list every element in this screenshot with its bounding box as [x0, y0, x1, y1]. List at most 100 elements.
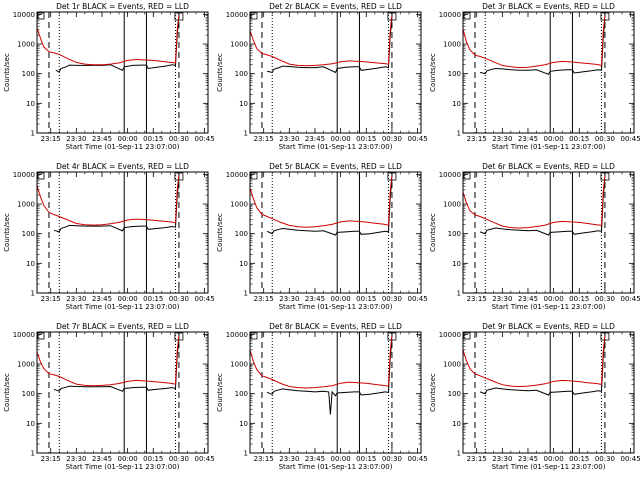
series-line-lld	[36, 174, 180, 226]
x-tick-label: 23:15	[41, 295, 61, 303]
x-tick-label: 00:00	[118, 455, 138, 463]
y-tick-label: 10	[239, 420, 248, 428]
x-tick-label: 00:00	[544, 455, 564, 463]
x-tick-label: 00:15	[569, 455, 589, 463]
x-tick-label: 23:15	[467, 455, 487, 463]
series-line-events	[479, 18, 606, 75]
x-axis-label: Start Time (01-Sep-11 23:07:00)	[279, 463, 393, 471]
series-line-events	[479, 178, 606, 236]
x-axis-label: Start Time (01-Sep-11 23:07:00)	[279, 303, 393, 311]
x-tick-label: 00:45	[194, 295, 214, 303]
chart-panel-8: Det 8r BLACK = Events, RED = LLD 1 10 100 10…	[216, 322, 428, 471]
y-tick-label: 1	[244, 290, 248, 298]
x-tick-label: 00:00	[118, 135, 138, 143]
x-tick-label: 23:45	[92, 295, 112, 303]
y-tick-label: 1000	[230, 41, 248, 49]
corner-marker	[250, 172, 258, 180]
x-tick-label: 00:45	[620, 295, 640, 303]
corner-marker	[37, 12, 45, 20]
chart-title: Det 7r BLACK = Events, RED = LLD	[56, 322, 189, 331]
x-tick-label: 00:00	[331, 295, 351, 303]
y-tick-label: 10	[26, 100, 35, 108]
y-tick-label: 100	[22, 390, 35, 398]
y-tick-label: 10000	[439, 171, 461, 179]
x-tick-label: 00:30	[169, 455, 189, 463]
x-tick-label: 23:45	[305, 455, 325, 463]
x-axis-label: Start Time (01-Sep-11 23:07:00)	[492, 463, 606, 471]
x-tick-label: 23:45	[92, 135, 112, 143]
y-tick-label: 1	[244, 130, 248, 138]
series-line-lld	[462, 15, 606, 69]
series-line-lld	[249, 335, 393, 389]
x-tick-label: 00:30	[382, 295, 402, 303]
x-tick-label: 23:15	[254, 295, 274, 303]
x-tick-label: 23:30	[492, 295, 512, 303]
y-tick-label: 1000	[443, 201, 461, 209]
x-tick-label: 23:15	[467, 135, 487, 143]
series-line-events	[55, 17, 180, 73]
x-tick-label: 00:45	[620, 135, 640, 143]
chart-panel-2: Det 2r BLACK = Events, RED = LLD 1 10 100 10…	[216, 2, 428, 151]
y-tick-label: 10	[26, 260, 35, 268]
y-tick-label: 10	[452, 420, 461, 428]
y-tick-label: 1	[31, 290, 35, 298]
y-tick-label: 10	[452, 100, 461, 108]
y-tick-label: 1000	[17, 361, 35, 369]
y-tick-label: 100	[235, 230, 248, 238]
corner-marker	[250, 332, 258, 340]
y-axis-label: Counts/sec	[429, 213, 437, 252]
x-axis-label: Start Time (01-Sep-11 23:07:00)	[492, 303, 606, 311]
x-tick-label: 23:30	[66, 455, 86, 463]
x-tick-label: 23:15	[41, 455, 61, 463]
x-tick-label: 00:15	[569, 295, 589, 303]
x-tick-label: 23:30	[492, 135, 512, 143]
x-axis-label: Start Time (01-Sep-11 23:07:00)	[492, 143, 606, 151]
x-tick-label: 23:45	[518, 455, 538, 463]
y-tick-label: 10	[239, 100, 248, 108]
y-tick-label: 10000	[13, 11, 35, 19]
plot-frame	[249, 171, 422, 294]
plot-frame	[36, 11, 209, 134]
x-tick-label: 23:45	[92, 455, 112, 463]
x-tick-label: 00:45	[407, 295, 427, 303]
x-tick-label: 23:45	[518, 135, 538, 143]
x-tick-label: 23:30	[279, 455, 299, 463]
chart-panel-5: Det 5r BLACK = Events, RED = LLD 1 10 100 10…	[216, 162, 428, 311]
y-tick-label: 1	[31, 450, 35, 458]
y-axis-label: Counts/sec	[429, 373, 437, 412]
x-tick-label: 00:30	[169, 135, 189, 143]
y-tick-label: 10	[26, 420, 35, 428]
chart-panel-7: Det 7r BLACK = Events, RED = LLD 1 10 100 10…	[3, 322, 215, 471]
chart-title: Det 5r BLACK = Events, RED = LLD	[269, 162, 402, 171]
x-tick-label: 23:30	[279, 295, 299, 303]
y-tick-label: 100	[448, 230, 461, 238]
x-tick-label: 23:15	[41, 135, 61, 143]
corner-marker	[387, 172, 397, 181]
x-tick-label: 00:30	[595, 295, 615, 303]
y-tick-label: 10000	[13, 171, 35, 179]
y-tick-label: 10000	[226, 331, 248, 339]
corner-marker	[600, 172, 610, 181]
corner-marker	[387, 332, 397, 341]
x-tick-label: 00:15	[143, 295, 163, 303]
x-tick-label: 00:30	[382, 135, 402, 143]
y-tick-label: 10000	[13, 331, 35, 339]
x-tick-label: 23:45	[305, 295, 325, 303]
plot-frame	[462, 171, 635, 294]
corner-marker	[600, 332, 610, 341]
series-line-events	[53, 338, 180, 392]
corner-marker	[463, 12, 471, 20]
y-tick-label: 1	[457, 130, 461, 138]
x-tick-label: 00:15	[356, 135, 376, 143]
corner-marker	[250, 12, 258, 20]
chart-panel-1: Det 1r BLACK = Events, RED = LLD 1 10 100 10…	[3, 2, 215, 151]
series-line-events	[266, 338, 393, 415]
x-tick-label: 00:15	[569, 135, 589, 143]
series-line-events	[266, 178, 393, 236]
y-tick-label: 1	[457, 290, 461, 298]
plot-frame	[249, 331, 422, 454]
y-tick-label: 1000	[443, 361, 461, 369]
x-tick-label: 00:15	[143, 455, 163, 463]
x-tick-label: 00:00	[331, 135, 351, 143]
corner-marker	[37, 172, 45, 180]
